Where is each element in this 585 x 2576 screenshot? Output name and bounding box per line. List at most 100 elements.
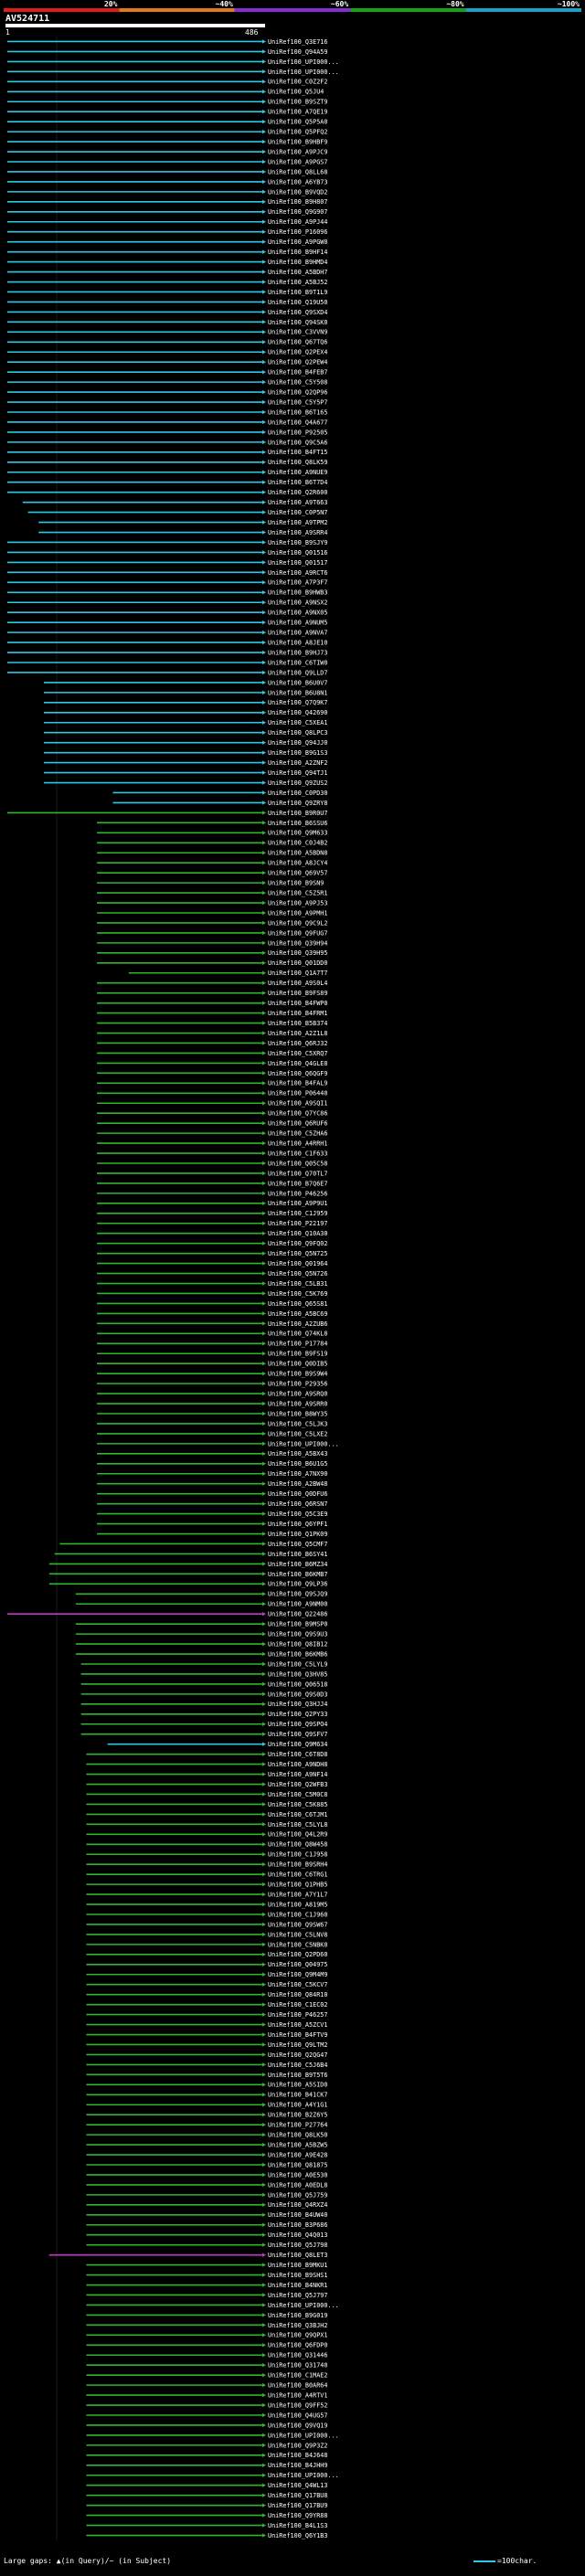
hit-label[interactable]: UniRef100_A9NSX2 xyxy=(268,599,327,607)
hit-label[interactable]: UniRef100_Q67TQ6 xyxy=(268,339,327,346)
hit-label[interactable]: UniRef100_Q94SK0 xyxy=(268,319,327,326)
hit-label[interactable]: UniRef100_C5ZHA6 xyxy=(268,1130,327,1138)
hit-label[interactable]: UniRef100_A5BX43 xyxy=(268,1450,327,1458)
hit-label[interactable]: UniRef100_C6TIW0 xyxy=(268,659,327,666)
hit-label[interactable]: UniRef100_A8JE10 xyxy=(268,639,327,646)
hit-label[interactable]: UniRef100_Q8W458 xyxy=(268,1841,327,1849)
hit-label[interactable]: UniRef100_Q9FF52 xyxy=(268,2401,327,2409)
hit-label[interactable]: UniRef100_C5M0C8 xyxy=(268,1791,327,1798)
hit-label[interactable]: UniRef100_C1F633 xyxy=(268,1150,327,1157)
hit-label[interactable]: UniRef100_Q0DFU6 xyxy=(268,1490,327,1498)
hit-label[interactable]: UniRef100_A7QE19 xyxy=(268,109,327,116)
hit-label[interactable]: UniRef100_Q5PFQ2 xyxy=(268,129,327,136)
hit-label[interactable]: UniRef100_B9R0U7 xyxy=(268,810,327,817)
hit-label[interactable]: UniRef100_B9T5T6 xyxy=(268,2072,327,2079)
hit-label[interactable]: UniRef100_B6T7D4 xyxy=(268,479,327,486)
hit-label[interactable]: UniRef100_Q0DIB5 xyxy=(268,1361,327,1368)
hit-label[interactable]: UniRef100_Q06518 xyxy=(268,1680,327,1688)
hit-label[interactable]: UniRef100_Q8LPC3 xyxy=(268,729,327,737)
hit-label[interactable]: UniRef100_B6U0V7 xyxy=(268,679,327,686)
hit-label[interactable]: UniRef100_Q5P5A0 xyxy=(268,119,327,126)
hit-label[interactable]: UniRef100_Q1A7T7 xyxy=(268,970,327,977)
hit-label[interactable]: UniRef100_Q19U50 xyxy=(268,299,327,306)
hit-label[interactable]: UniRef100_C5LXE2 xyxy=(268,1430,327,1437)
hit-label[interactable]: UniRef100_A9SRR4 xyxy=(268,529,327,536)
hit-label[interactable]: UniRef100_B4JHH9 xyxy=(268,2462,327,2469)
hit-label[interactable]: UniRef100_A9SRQ0 xyxy=(268,1390,327,1397)
hit-label[interactable]: UniRef100_C1J959 xyxy=(268,1210,327,1217)
hit-label[interactable]: UniRef100_Q9SXD4 xyxy=(268,309,327,316)
hit-label[interactable]: UniRef100_B9MKU1 xyxy=(268,2262,327,2269)
hit-label[interactable]: UniRef100_A9E428 xyxy=(268,2151,327,2158)
hit-label[interactable]: UniRef100_UPI000... xyxy=(268,58,339,66)
hit-label[interactable]: UniRef100_Q9ZUS2 xyxy=(268,779,327,787)
hit-label[interactable]: UniRef100_C5K769 xyxy=(268,1290,327,1298)
hit-label[interactable]: UniRef100_B9HJ73 xyxy=(268,649,327,656)
hit-label[interactable]: UniRef100_Q31740 xyxy=(268,2362,327,2369)
hit-label[interactable]: UniRef100_Q9ZRY8 xyxy=(268,800,327,807)
hit-label[interactable]: UniRef100_P16096 xyxy=(268,228,327,236)
hit-label[interactable]: UniRef100_Q94JJ0 xyxy=(268,739,327,747)
hit-label[interactable]: UniRef100_B7Q6E7 xyxy=(268,1180,327,1187)
hit-label[interactable]: UniRef100_UPI000... xyxy=(268,2432,339,2439)
hit-label[interactable]: UniRef100_B4FEB7 xyxy=(268,369,327,376)
hit-label[interactable]: UniRef100_A0EDL8 xyxy=(268,2181,327,2189)
hit-label[interactable]: UniRef100_Q9M4M9 xyxy=(268,1971,327,1978)
hit-label[interactable]: UniRef100_A7Y1L7 xyxy=(268,1891,327,1898)
hit-label[interactable]: UniRef100_A9NM00 xyxy=(268,1601,327,1608)
hit-label[interactable]: UniRef100_Q9S9U3 xyxy=(268,1631,327,1638)
hit-label[interactable]: UniRef100_Q9P3Z2 xyxy=(268,2442,327,2449)
hit-label[interactable]: UniRef100_A8JCY4 xyxy=(268,860,327,867)
hit-label[interactable]: UniRef100_Q6Y1B3 xyxy=(268,2532,327,2539)
hit-label[interactable]: UniRef100_Q7YC86 xyxy=(268,1110,327,1118)
hit-label[interactable]: UniRef100_Q9M634 xyxy=(268,1741,327,1748)
hit-label[interactable]: UniRef100_C5LYL9 xyxy=(268,1660,327,1668)
hit-label[interactable]: UniRef100_B9VQD2 xyxy=(268,188,327,196)
hit-label[interactable]: UniRef100_Q4RXZ4 xyxy=(268,2201,327,2209)
hit-label[interactable]: UniRef100_Q9SFV7 xyxy=(268,1731,327,1738)
hit-label[interactable]: UniRef100_Q9C9L2 xyxy=(268,919,327,927)
hit-label[interactable]: UniRef100_A9TPM2 xyxy=(268,519,327,526)
hit-label[interactable]: UniRef100_B6KMB6 xyxy=(268,1650,327,1658)
hit-label[interactable]: UniRef100_A9PJC9 xyxy=(268,148,327,155)
hit-label[interactable]: UniRef100_A9PMH1 xyxy=(268,909,327,917)
hit-label[interactable]: UniRef100_Q9FUG7 xyxy=(268,929,327,937)
hit-label[interactable]: UniRef100_UPI000... xyxy=(268,1440,339,1447)
hit-label[interactable]: UniRef100_A9S0L4 xyxy=(268,980,327,987)
hit-label[interactable]: UniRef100_A4RRH1 xyxy=(268,1140,327,1147)
hit-label[interactable]: UniRef100_Q70TL7 xyxy=(268,1170,327,1177)
hit-label[interactable]: UniRef100_P06440 xyxy=(268,1090,327,1097)
hit-label[interactable]: UniRef100_A2BW48 xyxy=(268,1480,327,1488)
hit-label[interactable]: UniRef100_P92505 xyxy=(268,429,327,436)
hit-label[interactable]: UniRef100_A9NX05 xyxy=(268,610,327,617)
hit-label[interactable]: UniRef100_Q81875 xyxy=(268,2161,327,2168)
hit-label[interactable]: UniRef100_A819M5 xyxy=(268,1901,327,1908)
hit-label[interactable]: UniRef100_C5XEA1 xyxy=(268,719,327,726)
hit-label[interactable]: UniRef100_B9G019 xyxy=(268,2312,327,2319)
hit-label[interactable]: UniRef100_C0P5N7 xyxy=(268,509,327,516)
hit-label[interactable]: UniRef100_Q5N725 xyxy=(268,1250,327,1257)
hit-label[interactable]: UniRef100_A4RTV1 xyxy=(268,2391,327,2399)
hit-label[interactable]: UniRef100_C1MAE2 xyxy=(268,2372,327,2380)
hit-label[interactable]: UniRef100_Q2PD60 xyxy=(268,1951,327,1958)
hit-label[interactable]: UniRef100_Q3E716 xyxy=(268,38,327,46)
hit-label[interactable]: UniRef100_Q5JU4 xyxy=(268,89,324,96)
hit-label[interactable]: UniRef100_A9NUE9 xyxy=(268,469,327,476)
hit-label[interactable]: UniRef100_Q3BJH2 xyxy=(268,2322,327,2329)
hit-label[interactable]: UniRef100_Q31446 xyxy=(268,2352,327,2359)
hit-label[interactable]: UniRef100_Q9G907 xyxy=(268,208,327,216)
hit-label[interactable]: UniRef100_P46256 xyxy=(268,1190,327,1197)
hit-label[interactable]: UniRef100_B9HMD4 xyxy=(268,259,327,266)
hit-label[interactable]: UniRef100_A9RCT6 xyxy=(268,569,327,577)
hit-label[interactable]: UniRef100_B9SRH4 xyxy=(268,1861,327,1869)
hit-label[interactable]: UniRef100_B9SN9 xyxy=(268,880,324,887)
hit-label[interactable]: UniRef100_Q6FDP0 xyxy=(268,2342,327,2349)
hit-label[interactable]: UniRef100_C5LJK3 xyxy=(268,1420,327,1427)
hit-label[interactable]: UniRef100_Q22486 xyxy=(268,1611,327,1618)
hit-label[interactable]: UniRef100_C5J6B4 xyxy=(268,2062,327,2069)
hit-label[interactable]: UniRef100_B6SSU6 xyxy=(268,820,327,827)
hit-label[interactable]: UniRef100_B0AR64 xyxy=(268,2382,327,2390)
hit-label[interactable]: UniRef100_Q1PK09 xyxy=(268,1531,327,1538)
hit-label[interactable]: UniRef100_B4FWP0 xyxy=(268,1000,327,1007)
hit-label[interactable]: UniRef100_B41CK7 xyxy=(268,2092,327,2099)
